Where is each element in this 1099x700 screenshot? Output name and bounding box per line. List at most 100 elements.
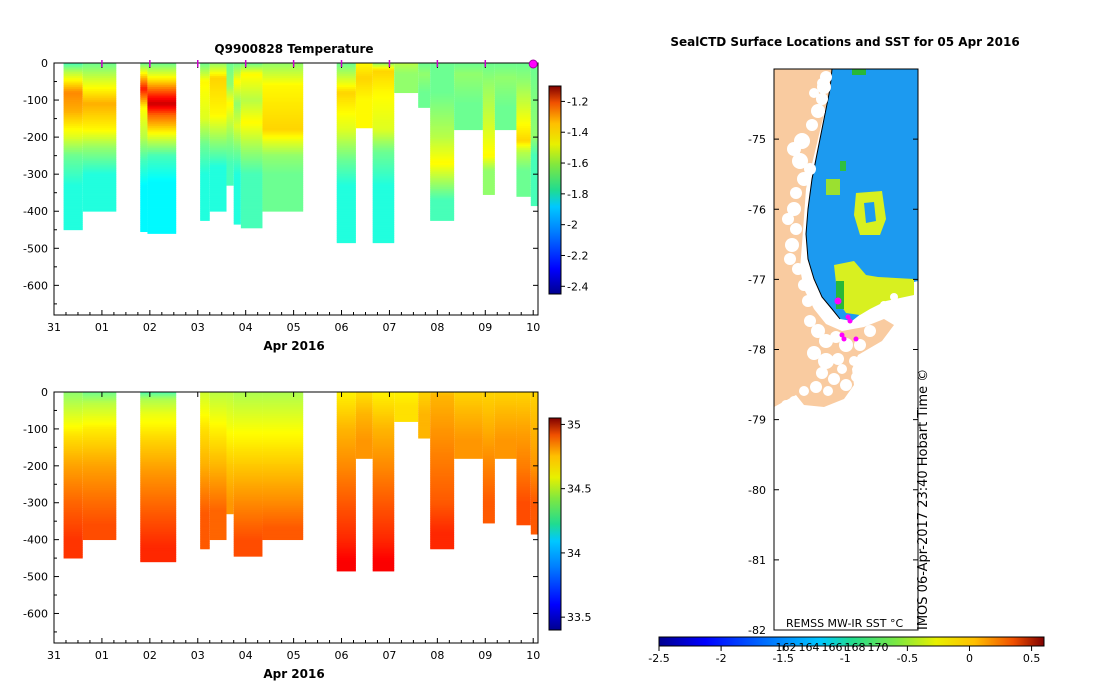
temperature-profile-cell bbox=[226, 133, 234, 136]
salinity-profile-cell bbox=[372, 500, 395, 504]
map-ytick-label: -76 bbox=[748, 203, 766, 216]
temperature-profile-cell bbox=[240, 68, 263, 71]
temperature-profile-cell bbox=[140, 75, 148, 79]
temperature-profile-cell bbox=[262, 100, 304, 103]
temperature-profile-cell bbox=[82, 118, 117, 121]
salinity-profile-cell bbox=[226, 491, 234, 494]
salinity-profile-cell bbox=[482, 486, 495, 489]
temperature-profile-cell bbox=[530, 198, 538, 201]
temperature-profile-cell bbox=[82, 150, 117, 153]
salinity-profile-cell bbox=[226, 397, 234, 400]
salinity-profile-cell bbox=[516, 397, 531, 400]
temperature-profile-cell bbox=[63, 185, 83, 188]
salinity-profile-cell bbox=[482, 482, 495, 485]
temperature-profile-cell bbox=[233, 133, 241, 136]
temperature-profile-cell bbox=[372, 109, 395, 112]
salinity-profile-16 bbox=[494, 392, 517, 459]
temperature-profile-cell bbox=[63, 168, 83, 171]
salinity-profile-cell bbox=[63, 541, 83, 544]
temperature-profile-cell bbox=[355, 120, 373, 123]
temperature-profile-cell bbox=[355, 109, 373, 112]
temperature-profile-cell bbox=[226, 144, 234, 147]
temperature-profile-cell bbox=[372, 177, 395, 181]
profile-location-marker bbox=[845, 314, 851, 320]
temperature-profile-cell bbox=[372, 70, 395, 73]
temperature-profile-cell bbox=[516, 161, 531, 164]
salinity-profile-cell bbox=[516, 502, 531, 505]
temperature-profile-cell bbox=[336, 138, 356, 142]
temperature-profile-cell bbox=[336, 177, 356, 181]
salinity-profile-cell bbox=[372, 443, 395, 446]
temperature-profile-cell bbox=[516, 85, 531, 88]
salinity-profile-cell bbox=[200, 534, 210, 537]
salinity-profile-cell bbox=[200, 403, 210, 406]
salinity-profile-cell bbox=[530, 395, 538, 398]
temperature-profile-cell bbox=[209, 129, 227, 132]
map-longitude-label: 170 bbox=[868, 641, 889, 654]
salinity-profile-cell bbox=[63, 392, 83, 395]
salinity-axes: 31 01 02 03 04 05 06 07 08 09 100-100-200-300-400-… bbox=[23, 386, 540, 662]
temperature-profile-cell bbox=[372, 190, 395, 194]
salinity-profile-cell bbox=[336, 499, 356, 502]
temperature-profile-cell bbox=[240, 144, 263, 147]
temperature-profile-cell bbox=[209, 63, 227, 66]
salinity-profile-cell bbox=[233, 482, 263, 485]
temperature-profile-cell bbox=[209, 81, 227, 84]
temperature-profile-cell bbox=[262, 161, 304, 164]
salinity-profile-cell bbox=[336, 528, 356, 531]
temperature-profile-cell bbox=[372, 189, 395, 192]
temperature-profile-cell bbox=[226, 109, 234, 112]
temperature-profile-cell bbox=[516, 133, 531, 136]
salinity-profile-3 bbox=[200, 392, 210, 550]
temperature-profile-cell bbox=[262, 146, 304, 149]
salinity-profile-cell bbox=[454, 406, 483, 410]
salinity-profile-cell bbox=[494, 392, 517, 395]
temperature-profile-cell bbox=[494, 103, 517, 107]
salinity-profile-cell bbox=[262, 412, 304, 415]
salinity-profile-cell bbox=[82, 467, 117, 470]
salinity-profile-cell bbox=[226, 414, 234, 417]
salinity-profile-cell bbox=[336, 511, 356, 515]
temperature-profile-cell bbox=[140, 196, 148, 199]
salinity-profile-cell bbox=[355, 432, 373, 435]
salinity-profile-cell bbox=[82, 393, 117, 397]
salinity-profile-cell bbox=[209, 462, 227, 465]
temperature-profile-cell bbox=[63, 74, 83, 77]
salinity-profile-cell bbox=[63, 451, 83, 454]
temperature-profile-cell bbox=[516, 92, 531, 95]
temperature-profile-cell bbox=[482, 83, 495, 86]
temperature-profile-cell bbox=[147, 90, 177, 94]
salinity-profile-cell bbox=[140, 511, 177, 515]
temperature-profile-cell bbox=[209, 166, 227, 170]
temperature-profile-cell bbox=[209, 77, 227, 81]
temperature-profile-cell bbox=[63, 83, 83, 86]
temperature-profile-cell bbox=[63, 194, 83, 197]
temperature-profile-cell bbox=[262, 111, 304, 114]
temperature-colorbar-label: -1.8 bbox=[567, 188, 588, 201]
temperature-profile-cell bbox=[63, 214, 83, 218]
salinity-profile-cell bbox=[516, 463, 531, 467]
salinity-profile-cell bbox=[336, 421, 356, 424]
temperature-profile-cell bbox=[336, 218, 356, 221]
salinity-profile-cell bbox=[233, 404, 263, 408]
salinity-profile-cell bbox=[140, 425, 177, 428]
temperature-profile-cell bbox=[63, 135, 83, 138]
salinity-profile-cell bbox=[233, 495, 263, 498]
salinity-profile-cell bbox=[262, 462, 304, 465]
salinity-profile-cell bbox=[140, 480, 177, 483]
salinity-profile-cell bbox=[355, 393, 373, 397]
temperature-profile-cell bbox=[418, 94, 431, 97]
temperature-profile-cell bbox=[200, 63, 210, 66]
salinity-profile-cell bbox=[209, 395, 227, 398]
temperature-profile-cell bbox=[516, 116, 531, 119]
salinity-profile-cell bbox=[262, 487, 304, 491]
temperature-profile-cell bbox=[209, 177, 227, 181]
salinity-profile-cell bbox=[63, 519, 83, 522]
salinity-profile-cell bbox=[372, 414, 395, 417]
temperature-profile-cell bbox=[516, 126, 531, 129]
salinity-profile-cell bbox=[336, 403, 356, 406]
temperature-profile-cell bbox=[530, 135, 538, 138]
salinity-profile-cell bbox=[530, 430, 538, 434]
salinity-profile-cell bbox=[209, 434, 227, 437]
temperature-profile-cell bbox=[262, 164, 304, 168]
